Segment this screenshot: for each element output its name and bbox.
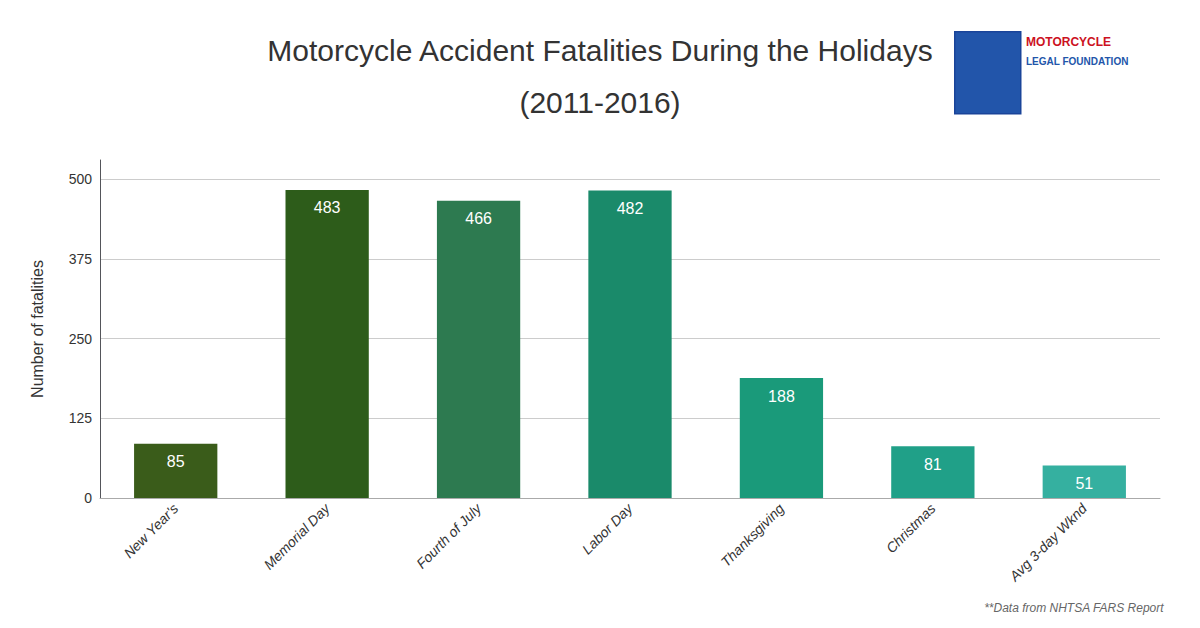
svg-text:81: 81 (924, 456, 942, 473)
svg-text:85: 85 (167, 453, 185, 470)
svg-text:Labor Day: Labor Day (579, 500, 637, 558)
svg-text:482: 482 (617, 200, 644, 217)
svg-text:Memorial Day: Memorial Day (260, 500, 333, 573)
svg-text:Fourth of July: Fourth of July (413, 500, 485, 572)
svg-text:Avg 3-day Wknd: Avg 3-day Wknd (1006, 499, 1091, 584)
svg-text:Christmas: Christmas (883, 500, 939, 556)
svg-text:375: 375 (69, 251, 93, 267)
svg-text:466: 466 (465, 210, 492, 227)
svg-text:Number of fatalities: Number of fatalities (29, 260, 46, 398)
svg-text:Motorcycle Accident Fatalities: Motorcycle Accident Fatalities During th… (267, 34, 932, 67)
svg-text:LEGAL FOUNDATION: LEGAL FOUNDATION (1026, 56, 1128, 67)
svg-text:51: 51 (1075, 475, 1093, 492)
svg-text:0: 0 (84, 490, 92, 506)
svg-text:500: 500 (69, 171, 93, 187)
svg-text:New Year's: New Year's (121, 500, 182, 561)
svg-text:(2011-2016): (2011-2016) (519, 86, 680, 119)
svg-text:MOTORCYCLE: MOTORCYCLE (1026, 35, 1111, 49)
svg-text:**Data from NHTSA FARS Report: **Data from NHTSA FARS Report (984, 601, 1164, 615)
svg-text:250: 250 (69, 331, 93, 347)
svg-text:125: 125 (69, 410, 93, 426)
svg-text:188: 188 (768, 388, 795, 405)
svg-text:Thanksgiving: Thanksgiving (718, 500, 788, 570)
svg-text:483: 483 (314, 199, 341, 216)
